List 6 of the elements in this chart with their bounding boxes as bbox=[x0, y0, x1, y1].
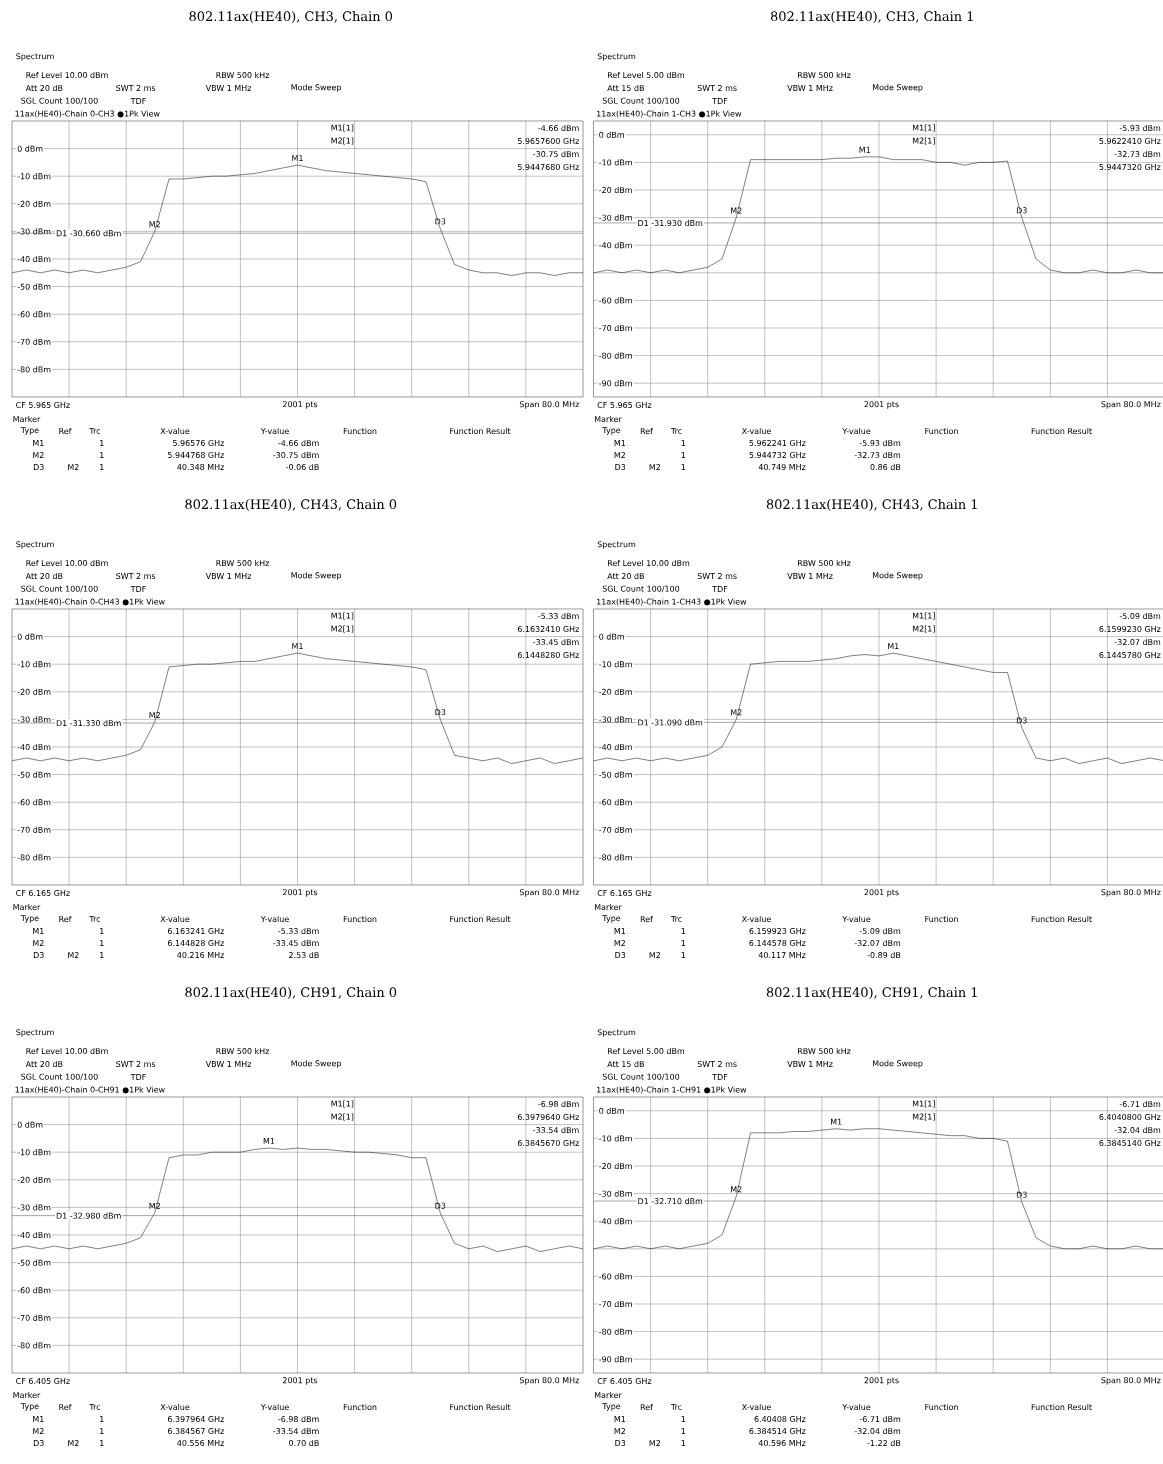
chart-title: 802.11ax(HE40), CH3, Chain 0 bbox=[189, 11, 393, 23]
chart-title: 802.11ax(HE40), CH91, Chain 0 bbox=[185, 987, 397, 999]
chart-title: 802.11ax(HE40), CH3, Chain 1 bbox=[770, 11, 973, 23]
chart-title: 802.11ax(HE40), CH91, Chain 1 bbox=[766, 987, 977, 999]
chart-title: 802.11ax(HE40), CH43, Chain 1 bbox=[766, 499, 977, 511]
chart-title: 802.11ax(HE40), CH43, Chain 0 bbox=[185, 499, 397, 511]
